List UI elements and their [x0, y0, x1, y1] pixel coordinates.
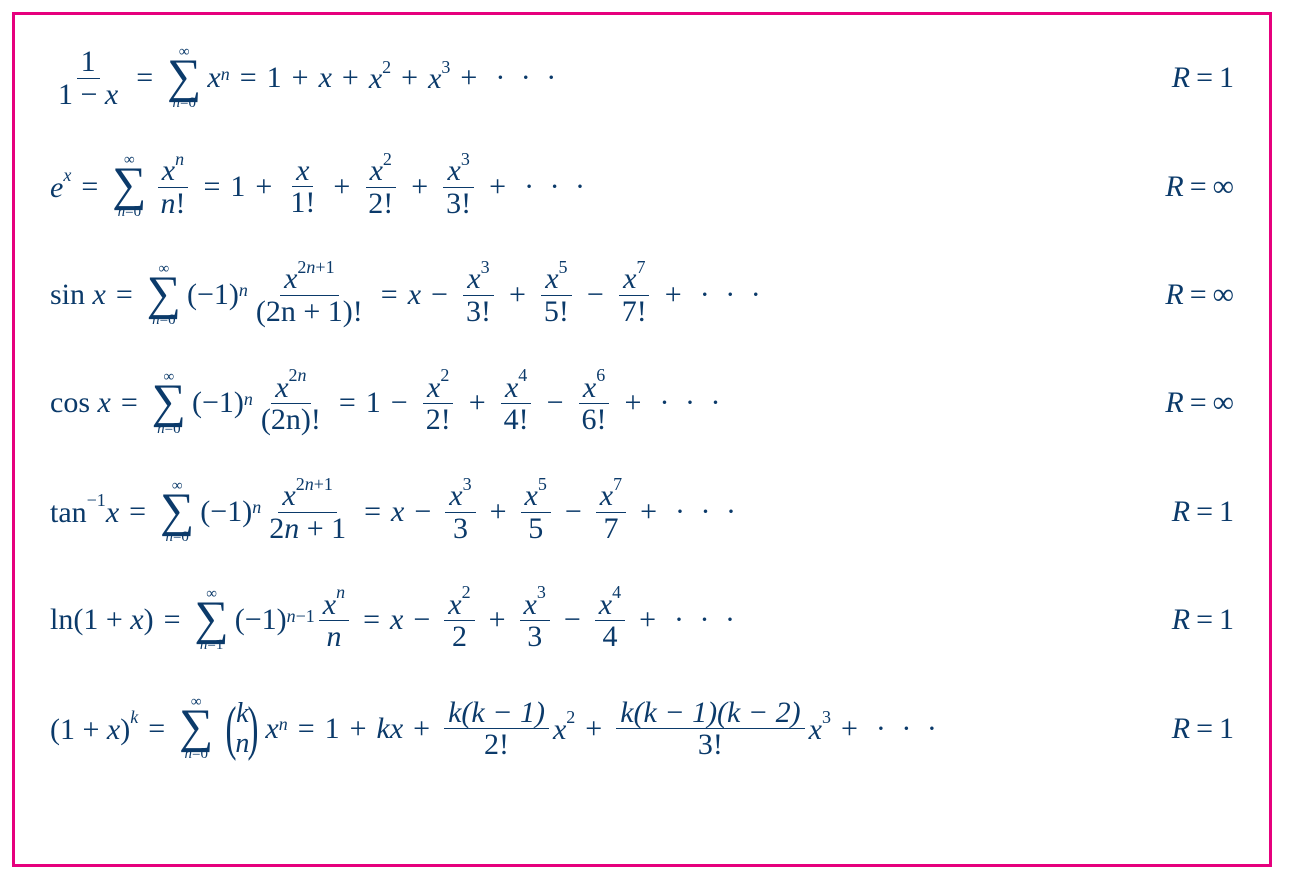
series-equation: ex = ∞ ∑ n=0 xn n! = 1 + x1! + x22! + x3…: [50, 153, 589, 219]
series-row-arctan: tan−1x = ∞ ∑ n=0 (−1)n x2n+1 2n + 1 = x …: [50, 479, 1234, 545]
r-val: 1: [1219, 603, 1234, 637]
exp-lead: 1: [230, 172, 245, 202]
series-equation: ln(1 + x) = ∞ ∑ n=1 (−1)n−1 xn n = x − x…: [50, 587, 739, 653]
sign-exp: n: [239, 281, 248, 299]
sigma: ∞ ∑ n=0: [160, 479, 194, 545]
radius-label: R=1: [1172, 495, 1234, 529]
r-val: 1: [1219, 712, 1234, 746]
r-val: 1: [1219, 61, 1234, 95]
sigma: ∞ ∑ n=0: [147, 262, 181, 328]
radius-label: R=∞: [1165, 170, 1234, 204]
sigma: ∞ ∑ n=0: [167, 45, 201, 111]
sigma: ∞ ∑ n=0: [112, 153, 146, 219]
lhs-fn: sin: [50, 278, 85, 311]
sum-index: n: [173, 95, 181, 111]
exp-t1: x: [319, 63, 332, 93]
series-row-geometric: 1 1 − x = ∞ ∑ n=0 xn = 1 + x + x2 + x3 +…: [50, 45, 1234, 111]
series-equation: (1 + x)k = ∞ ∑ n=0 ( kn ) xn = 1 + kx + …: [50, 695, 941, 761]
radius-label: R=1: [1172, 603, 1234, 637]
lhs-base: e: [50, 171, 63, 204]
binomial-coeff: ( kn ): [221, 699, 263, 758]
radius-label: R=∞: [1165, 386, 1234, 420]
sum-term-base: x: [207, 63, 220, 93]
radius-label: R=∞: [1165, 278, 1234, 312]
radius-label: R=1: [1172, 712, 1234, 746]
series-row-sin: sin x = ∞ ∑ n=0 (−1)n x2n+1 (2n + 1)! = …: [50, 262, 1234, 328]
series-table-frame: 1 1 − x = ∞ ∑ n=0 xn = 1 + x + x2 + x3 +…: [12, 12, 1272, 867]
sign-base: (−1): [187, 280, 239, 310]
lhs-frac-num: 1: [77, 46, 100, 79]
series-row-binomial: (1 + x)k = ∞ ∑ n=0 ( kn ) xn = 1 + kx + …: [50, 695, 1234, 761]
r-val: ∞: [1213, 170, 1234, 204]
sum-term-exp: n: [221, 65, 230, 83]
dots: · · ·: [495, 63, 560, 93]
series-equation: sin x = ∞ ∑ n=0 (−1)n x2n+1 (2n + 1)! = …: [50, 262, 765, 328]
r-val: ∞: [1213, 386, 1234, 420]
sigma: ∞ ∑ n=0: [179, 695, 213, 761]
exp-t0: 1: [267, 63, 282, 93]
series-row-ln: ln(1 + x) = ∞ ∑ n=1 (−1)n−1 xn n = x − x…: [50, 587, 1234, 653]
r-eq: =: [1196, 61, 1213, 95]
series-equation: 1 1 − x = ∞ ∑ n=0 xn = 1 + x + x2 + x3 +…: [50, 45, 560, 111]
r-val: ∞: [1213, 278, 1234, 312]
exp-lead: x: [408, 280, 421, 310]
lhs-exp: x: [63, 165, 71, 185]
equals: =: [136, 63, 153, 93]
sigma: ∞ ∑ n=1: [195, 587, 229, 653]
sum-lower: 0: [189, 95, 197, 111]
r-var: R: [1172, 61, 1190, 95]
series-row-cos: cos x = ∞ ∑ n=0 (−1)n x2n (2n)! = 1 − x2…: [50, 370, 1234, 436]
radius-label: R = 1: [1172, 61, 1234, 95]
series-row-exp: ex = ∞ ∑ n=0 xn n! = 1 + x1! + x22! + x3…: [50, 153, 1234, 219]
exp-term2: kx: [377, 714, 404, 744]
series-equation: tan−1x = ∞ ∑ n=0 (−1)n x2n+1 2n + 1 = x …: [50, 479, 740, 545]
series-equation: cos x = ∞ ∑ n=0 (−1)n x2n (2n)! = 1 − x2…: [50, 370, 724, 436]
sigma: ∞ ∑ n=0: [152, 370, 186, 436]
fn-sup: −1: [87, 490, 106, 510]
lhs-frac-den-x: x: [105, 78, 118, 111]
r-val: 1: [1219, 495, 1234, 529]
lhs-arg: x: [93, 278, 106, 311]
